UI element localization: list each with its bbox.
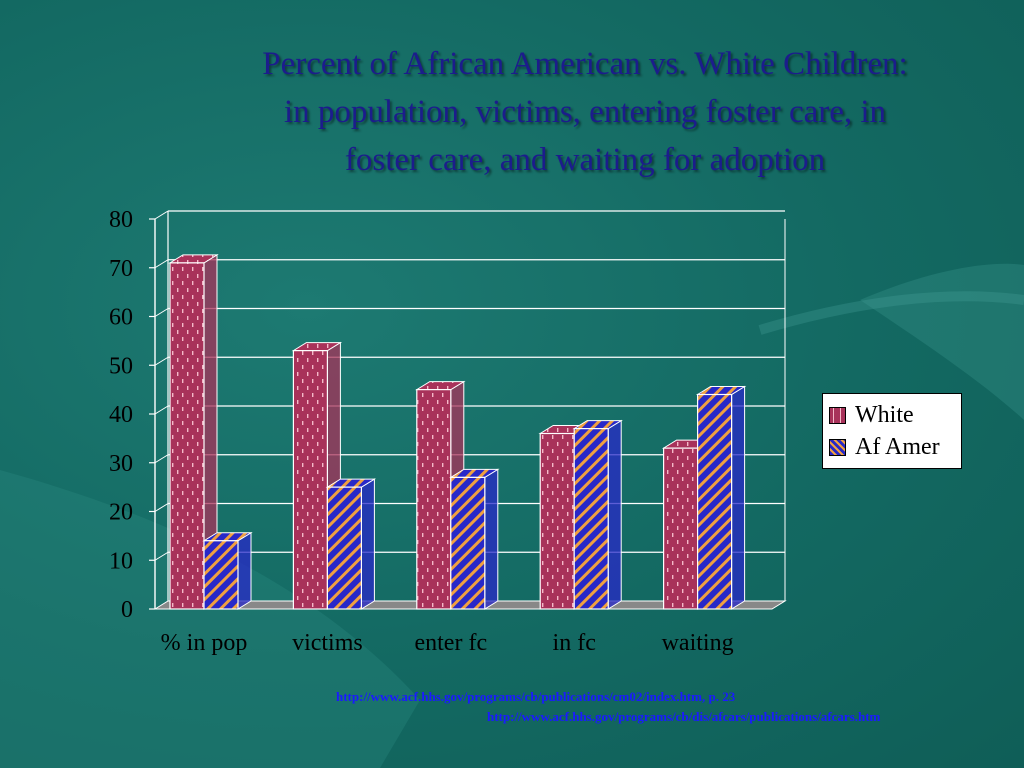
source-link-1[interactable]: http://www.acf.hhs.gov/programs/cb/publi…	[336, 689, 736, 704]
bar-side-af-amer	[360, 478, 375, 610]
y-tick-label: 60	[109, 305, 133, 331]
legend-swatch-white	[829, 406, 846, 424]
legend-swatch-af-amer	[829, 438, 846, 456]
title-line-2: in population, victims, entering foster …	[283, 94, 887, 130]
bar-white	[416, 389, 452, 610]
bar-side-af-amer	[237, 531, 252, 610]
gridline-diagonal	[154, 551, 169, 561]
bar-white	[539, 432, 575, 610]
bar-af-amer	[203, 540, 239, 610]
x-tick-label: enter fc	[414, 630, 487, 656]
y-tick-label: 70	[109, 256, 133, 282]
x-tick-label: victims	[292, 630, 363, 656]
gridline-diagonal	[154, 356, 169, 366]
y-tick-label: 30	[109, 451, 133, 477]
gridline-diagonal	[154, 503, 169, 512]
y-tick-label: 40	[109, 402, 133, 428]
gridline-diagonal	[154, 308, 169, 317]
bar-side-af-amer	[607, 419, 622, 610]
title-line-3: foster care, and waiting for adoption	[344, 142, 826, 178]
gridline-diagonal	[154, 259, 169, 269]
y-tick-label: 20	[109, 500, 133, 526]
x-tick-label: waiting	[662, 630, 734, 656]
gridline-diagonal	[154, 210, 169, 220]
bar-af-amer	[450, 476, 486, 610]
bar-white	[169, 262, 205, 610]
source-link-2[interactable]: http://www.acf.hhs.gov/programs/cb/dis/a…	[487, 709, 881, 724]
legend-label-af-amer: Af Amer	[855, 433, 940, 460]
x-tick-label: % in pop	[161, 630, 248, 656]
title-line-1: Percent of African American vs. White Ch…	[262, 46, 908, 82]
x-tick-label: in fc	[553, 630, 596, 656]
chart-legend: White Af Amer	[822, 393, 962, 469]
gridline-diagonal	[154, 454, 169, 464]
gridline-diagonal	[154, 405, 169, 415]
bar-af-amer	[573, 428, 609, 610]
y-tick-label: 80	[109, 207, 133, 233]
legend-item-white: White	[829, 400, 914, 430]
legend-label-white: White	[855, 401, 914, 428]
y-tick-label: 10	[109, 548, 133, 574]
bar-af-amer	[326, 486, 362, 610]
bar-af-amer	[696, 393, 733, 610]
legend-item-af-amer: Af Amer	[829, 432, 940, 462]
slide-title: Percent of African American vs. White Ch…	[150, 40, 1020, 184]
y-tick-label: 0	[121, 597, 133, 623]
bar-white	[662, 447, 699, 610]
bar-white	[292, 350, 328, 610]
y-tick-label: 50	[109, 353, 133, 379]
bar-side-af-amer	[731, 385, 746, 610]
bar-side-af-amer	[484, 468, 499, 610]
